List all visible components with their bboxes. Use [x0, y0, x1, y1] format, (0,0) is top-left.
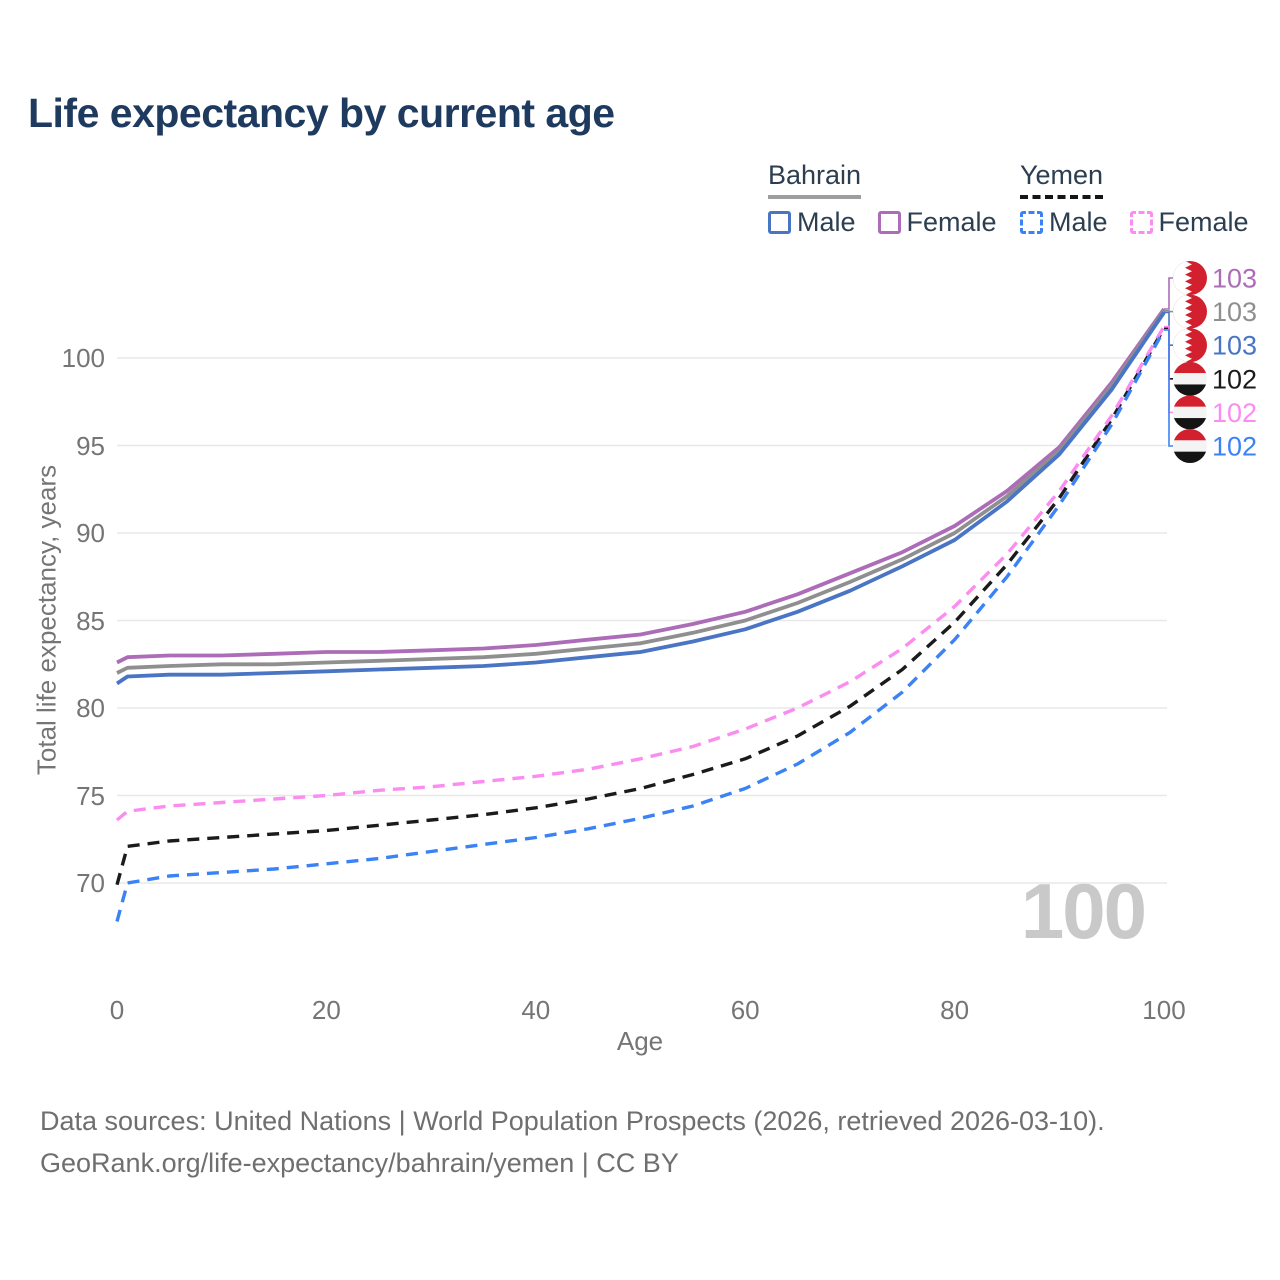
legend-item-yemen-female[interactable]: Female [1129, 207, 1249, 238]
legend-label: Female [1158, 207, 1249, 237]
legend-item-bahrain-female[interactable]: Female [877, 207, 997, 238]
legend-group-bahrain: Bahrain Male Female [768, 160, 997, 238]
end-label-leader [1164, 277, 1173, 310]
end-label-leader [1164, 309, 1173, 313]
end-label-leader [1164, 327, 1173, 380]
y-tick-label: 95 [76, 430, 105, 461]
legend-group-yemen: Yemen Male Female [1020, 160, 1249, 238]
y-tick-label: 80 [76, 693, 105, 723]
x-tick-label: 100 [1142, 995, 1186, 1025]
end-label-leader [1164, 311, 1173, 347]
legend-country-yemen[interactable]: Yemen [1020, 160, 1104, 199]
x-tick-label: 80 [940, 995, 970, 1025]
y-tick-label: 100 [61, 343, 105, 373]
end-label-value: 102 [1212, 398, 1257, 428]
y-tick-label: 70 [76, 868, 105, 898]
x-tick-label: 0 [109, 995, 125, 1025]
watermark: 100 [1020, 867, 1147, 955]
series-line-bahrain-male [115, 311, 1166, 686]
end-label-leader [1164, 325, 1173, 414]
legend-country-bahrain[interactable]: Bahrain [768, 160, 862, 199]
x-axis-title: Age [616, 1026, 664, 1056]
legend-item-yemen-male[interactable]: Male [1020, 207, 1108, 238]
bahrain-female-swatch-icon [877, 211, 901, 234]
bahrain-flag-icon [1173, 328, 1207, 363]
end-label-leader [1164, 329, 1173, 447]
yemen-male-swatch-icon [1020, 211, 1043, 234]
series-line-bahrain-both-sexes [116, 309, 1166, 675]
legend-label: Male [1049, 207, 1108, 237]
yemen-flag-icon [1173, 361, 1207, 396]
bahrain-male-swatch-icon [768, 211, 791, 234]
legend-label: Female [906, 207, 997, 237]
end-label-value: 102 [1212, 364, 1257, 394]
y-tick-label: 75 [76, 780, 105, 811]
yemen-flag-icon [1173, 429, 1207, 463]
end-label-value: 102 [1212, 432, 1257, 462]
legend-item-bahrain-male[interactable]: Male [768, 207, 856, 238]
legend-label: Male [797, 207, 856, 237]
x-tick-label: 20 [311, 995, 341, 1025]
footer-source-line: Data sources: United Nations | World Pop… [40, 1106, 1105, 1136]
yemen-female-swatch-icon [1129, 211, 1153, 234]
series-line-yemen-both-sexes [115, 327, 1166, 886]
y-tick-label: 90 [76, 518, 105, 548]
y-tick-label: 85 [76, 605, 105, 636]
end-label-value: 103 [1212, 297, 1257, 327]
bahrain-flag-icon [1173, 261, 1207, 295]
x-tick-label: 40 [521, 995, 551, 1025]
series-line-yemen-female [115, 325, 1166, 822]
footer-url-line: GeoRank.org/life-expectancy/bahrain/yeme… [40, 1148, 679, 1178]
series-line-yemen-male [115, 329, 1166, 922]
end-label-value: 103 [1212, 331, 1257, 361]
end-label-value: 103 [1212, 264, 1257, 294]
yemen-flag-icon [1173, 395, 1207, 430]
series-line-bahrain-female [116, 307, 1166, 665]
page-title: Life expectancy by current age [28, 90, 615, 136]
x-tick-label: 60 [730, 995, 760, 1025]
bahrain-flag-icon [1173, 294, 1207, 329]
